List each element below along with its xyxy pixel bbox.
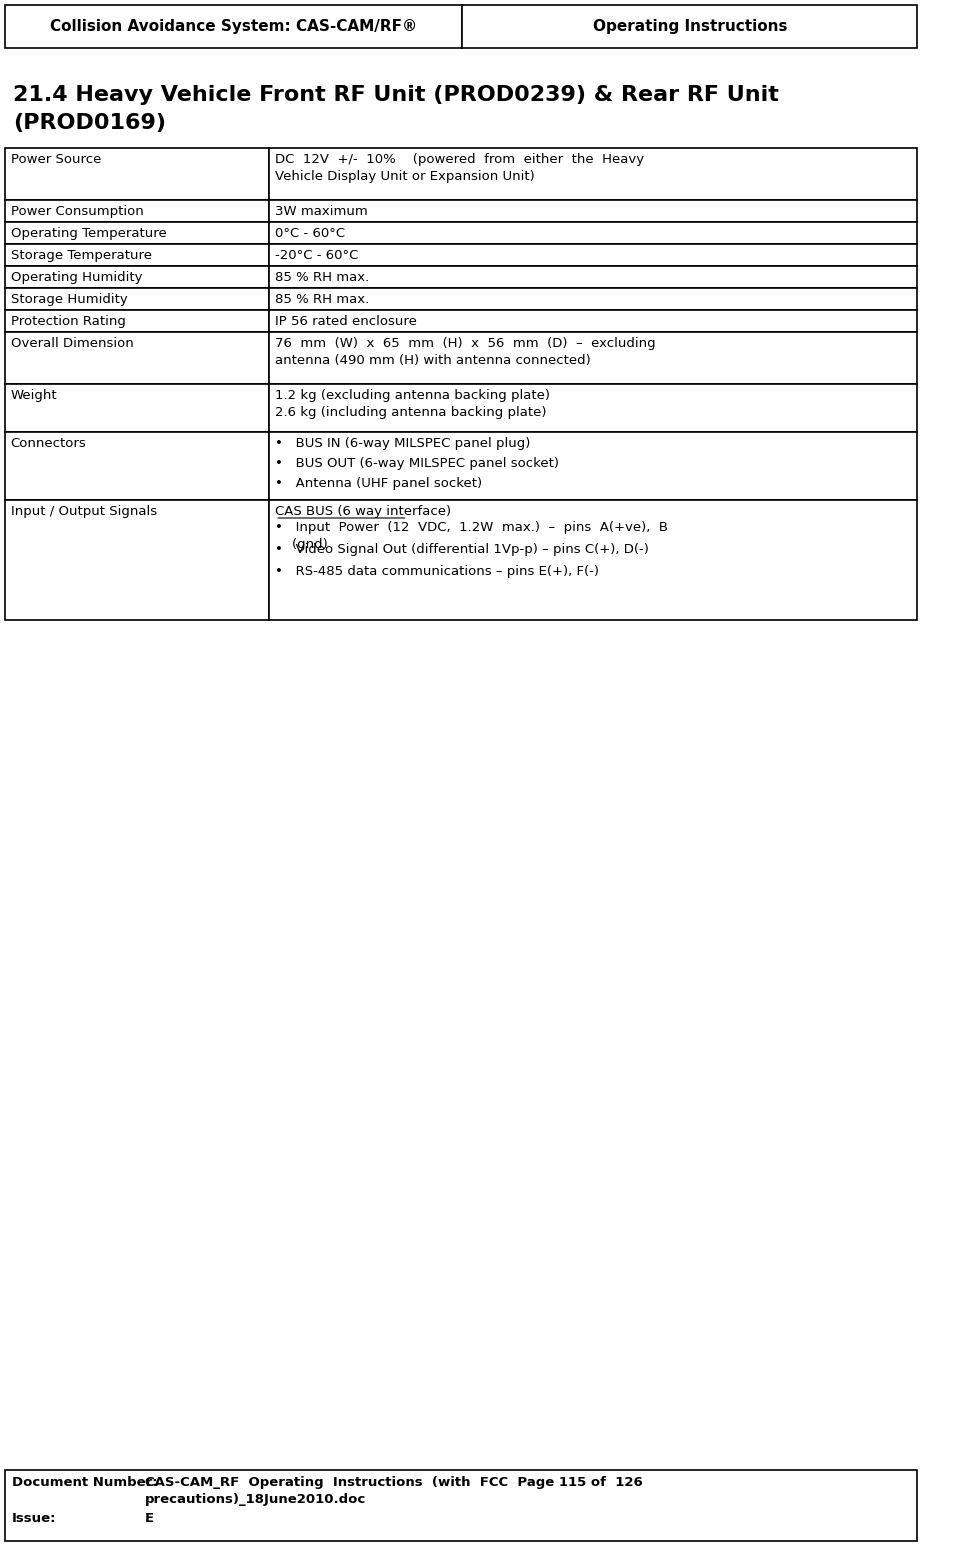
Text: •   Antenna (UHF panel socket): • Antenna (UHF panel socket) — [276, 478, 482, 490]
Text: 85 % RH max.: 85 % RH max. — [276, 294, 369, 306]
Bar — [269, 199, 917, 223]
Text: Weight: Weight — [11, 390, 57, 402]
Bar — [269, 223, 917, 244]
Text: IP 56 rated enclosure: IP 56 rated enclosure — [276, 315, 417, 328]
Bar — [269, 332, 917, 383]
Text: Storage Temperature: Storage Temperature — [11, 249, 151, 261]
Text: Storage Humidity: Storage Humidity — [11, 294, 127, 306]
Text: DC  12V  +/-  10%    (powered  from  either  the  Heavy
Vehicle Display Unit or : DC 12V +/- 10% (powered from either the … — [276, 153, 644, 182]
Text: •   BUS OUT (6-way MILSPEC panel socket): • BUS OUT (6-way MILSPEC panel socket) — [276, 458, 559, 470]
Text: Input / Output Signals: Input / Output Signals — [11, 506, 157, 518]
Bar — [5, 244, 269, 266]
Bar — [269, 499, 917, 620]
Bar — [5, 431, 269, 499]
Bar — [5, 311, 269, 332]
Text: (PROD0169): (PROD0169) — [13, 113, 167, 133]
Text: Collision Avoidance System: CAS-CAM/RF®: Collision Avoidance System: CAS-CAM/RF® — [50, 19, 417, 34]
Bar — [5, 5, 462, 48]
Bar — [5, 266, 269, 288]
Bar — [5, 499, 269, 620]
Text: Document Number:: Document Number: — [11, 1476, 157, 1489]
Bar — [5, 223, 269, 244]
Bar — [269, 311, 917, 332]
Bar — [269, 383, 917, 431]
Text: 3W maximum: 3W maximum — [276, 206, 367, 218]
Bar — [269, 431, 917, 499]
Bar — [269, 266, 917, 288]
Text: •   Input  Power  (12  VDC,  1.2W  max.)  –  pins  A(+ve),  B
    (gnd): • Input Power (12 VDC, 1.2W max.) – pins… — [276, 521, 668, 550]
Bar — [269, 288, 917, 311]
Text: Power Consumption: Power Consumption — [11, 206, 144, 218]
Text: 76  mm  (W)  x  65  mm  (H)  x  56  mm  (D)  –  excluding
antenna (490 mm (H) wi: 76 mm (W) x 65 mm (H) x 56 mm (D) – excl… — [276, 337, 656, 366]
Bar — [5, 199, 269, 223]
Text: 1.2 kg (excluding antenna backing plate)
2.6 kg (including antenna backing plate: 1.2 kg (excluding antenna backing plate)… — [276, 390, 550, 419]
Text: CAS BUS (6 way interface): CAS BUS (6 way interface) — [276, 506, 452, 518]
Bar — [269, 244, 917, 266]
Bar — [462, 5, 917, 48]
Text: •   BUS IN (6-way MILSPEC panel plug): • BUS IN (6-way MILSPEC panel plug) — [276, 438, 530, 450]
Text: Overall Dimension: Overall Dimension — [11, 337, 133, 349]
Bar — [5, 332, 269, 383]
Text: -20°C - 60°C: -20°C - 60°C — [276, 249, 359, 261]
Text: CAS-CAM_RF  Operating  Instructions  (with  FCC  Page 115 of  126
precautions)_1: CAS-CAM_RF Operating Instructions (with … — [145, 1476, 642, 1506]
Text: •   RS-485 data communications – pins E(+), F(-): • RS-485 data communications – pins E(+)… — [276, 564, 599, 578]
Bar — [5, 148, 269, 199]
Text: 0°C - 60°C: 0°C - 60°C — [276, 227, 345, 240]
Text: •   Video Signal Out (differential 1Vp-p) – pins C(+), D(-): • Video Signal Out (differential 1Vp-p) … — [276, 543, 649, 557]
Text: Issue:: Issue: — [11, 1512, 56, 1524]
Text: 21.4 Heavy Vehicle Front RF Unit (PROD0239) & Rear RF Unit: 21.4 Heavy Vehicle Front RF Unit (PROD02… — [13, 85, 779, 105]
Text: Operating Humidity: Operating Humidity — [11, 271, 142, 284]
Text: Operating Temperature: Operating Temperature — [11, 227, 167, 240]
Text: Power Source: Power Source — [11, 153, 101, 165]
Bar — [5, 288, 269, 311]
Text: 85 % RH max.: 85 % RH max. — [276, 271, 369, 284]
Text: Protection Rating: Protection Rating — [11, 315, 125, 328]
Text: Connectors: Connectors — [11, 438, 86, 450]
Bar — [5, 1470, 917, 1541]
Bar — [5, 383, 269, 431]
Text: Operating Instructions: Operating Instructions — [592, 19, 787, 34]
Bar — [269, 148, 917, 199]
Text: E: E — [145, 1512, 154, 1524]
